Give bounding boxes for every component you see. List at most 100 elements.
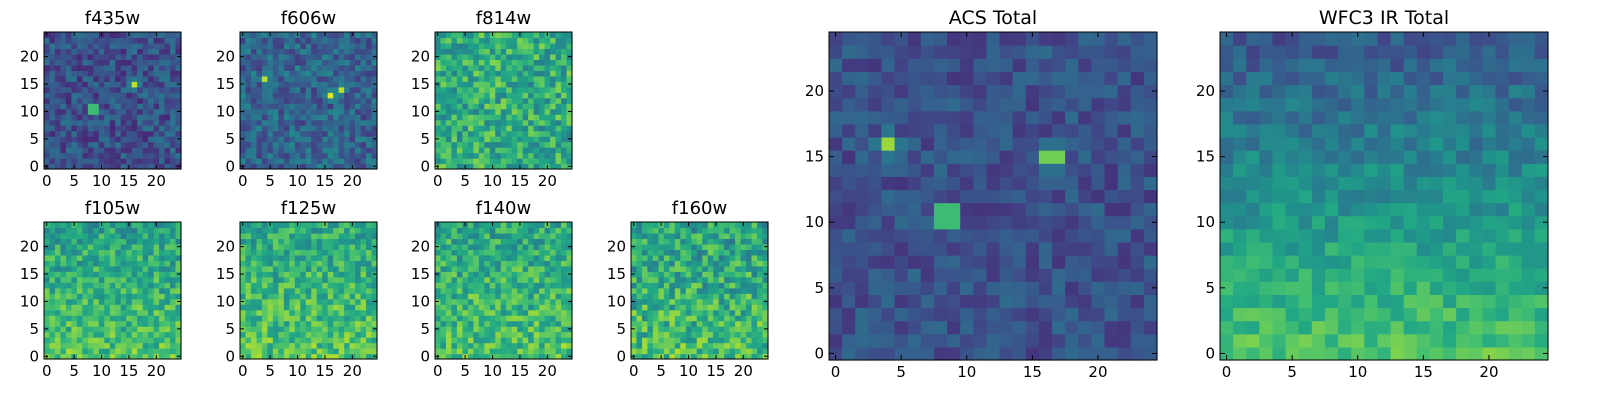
heatmap-cell [87,163,94,170]
heatmap-cell [240,152,247,159]
heatmap-cell [175,222,182,229]
x-tick-label: 0 [238,362,248,380]
heatmap-cell [533,86,540,93]
heatmap-cell [65,32,72,39]
heatmap-cell [120,108,127,115]
heatmap-cell [82,141,89,148]
heatmap-cell [696,342,703,349]
heatmap-cell [440,243,447,250]
heatmap-cell [250,147,258,154]
heatmap-cell [440,309,447,316]
heatmap-cell [283,265,290,272]
heatmap-cell [283,304,290,311]
heatmap-cell [322,136,329,143]
heatmap-cell [104,37,111,44]
heatmap-cell [881,228,896,243]
heatmap-cell [517,271,524,278]
heatmap-cell [478,97,485,104]
heatmap-cell [500,282,507,289]
heatmap-cell [517,48,524,55]
heatmap-cell [54,97,62,104]
heatmap-cell [300,32,307,39]
heatmap-cell [511,147,518,154]
heatmap-cell [245,152,252,159]
heatmap-cell [65,119,72,126]
heatmap-cell [550,48,557,55]
heatmap-cell [109,59,116,66]
heatmap-cell [680,293,687,300]
heatmap-cell [349,243,356,250]
heatmap-cell [484,37,491,44]
heatmap-cell [647,227,654,234]
heatmap-cell [539,152,546,159]
heatmap-cell [366,108,373,115]
heatmap-cell [115,348,122,355]
y-tick-label: 0 [225,347,235,365]
heatmap-cell [751,227,758,234]
heatmap-cell [473,326,480,333]
heatmap-cell [267,254,274,261]
heatmap-cell [506,92,513,99]
heatmap-cell [517,309,524,316]
heatmap-cell [93,42,100,50]
heatmap-cell [164,158,171,165]
heatmap-cell [440,125,447,132]
heatmap-cell [87,271,94,278]
heatmap-cell [478,287,485,294]
heatmap-cell [142,86,149,93]
heatmap-cell [986,333,1001,348]
heatmap-cell [484,232,491,240]
heatmap-cell [272,42,279,50]
heatmap-cell [555,260,562,267]
heatmap-cell [511,86,518,93]
heatmap-cell [1143,255,1158,269]
heatmap-cell [175,103,182,110]
heatmap-cell [164,265,171,272]
heatmap-cell [1065,189,1079,204]
heatmap-cell [855,150,869,164]
heatmap-cell [947,189,961,204]
heatmap-cell [456,320,463,327]
heatmap-cell [283,260,290,267]
heatmap-cell [495,163,502,170]
heatmap-cell [305,309,312,316]
heatmap-cell [272,293,279,300]
heatmap-cell [109,238,116,245]
heatmap-cell [115,232,122,240]
heatmap-cell [250,326,258,333]
heatmap-cell [652,315,659,322]
heatmap-cell [478,70,485,77]
heatmap-cell [44,125,51,132]
heatmap-cell [131,238,138,245]
heatmap-cell [333,114,340,121]
heatmap-cell [544,48,551,55]
heatmap-cell [153,271,160,278]
heatmap-cell [451,320,458,327]
heatmap-cell [131,59,138,66]
heatmap-cell [506,59,513,66]
heatmap-cell [484,304,491,311]
heatmap-cell [115,243,122,250]
heatmap-cell [250,53,258,60]
heatmap-cell [355,70,362,77]
heatmap-cell [120,141,127,148]
heatmap-cell [539,260,546,267]
heatmap-cell [544,265,551,272]
heatmap-cell [327,81,334,88]
heatmap-cell [440,136,447,143]
heatmap-cell [344,114,351,121]
heatmap-cell [735,276,742,283]
panel-title: f140w [476,198,531,219]
heatmap-cells [44,32,182,170]
heatmap-cell [544,147,551,154]
heatmap-cell [440,304,447,311]
heatmap-cell [1091,320,1106,335]
heatmap-cell [1104,307,1119,322]
heatmap-cell [528,64,535,71]
heatmap-cell [489,265,496,272]
heatmap-cell [65,152,72,159]
heatmap-cell [54,147,62,154]
heatmap-cell [473,315,480,322]
heatmap-cell [344,293,351,300]
heatmap-cell [360,64,367,71]
